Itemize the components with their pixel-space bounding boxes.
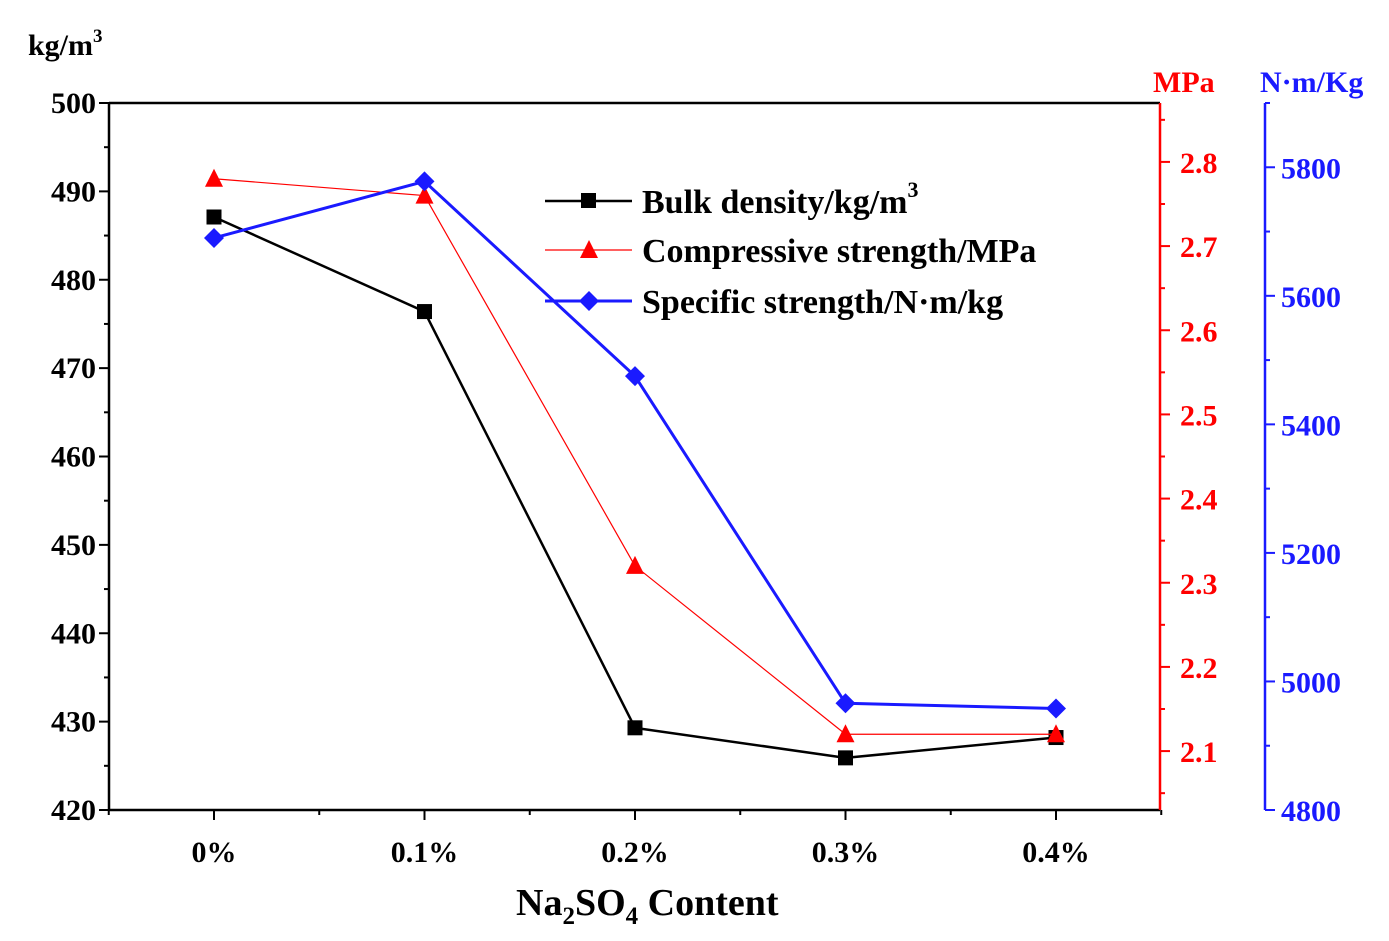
data-point-diamond — [1046, 698, 1066, 719]
specific-tick-label: 4800 — [1281, 795, 1341, 828]
data-point-square — [838, 750, 853, 766]
data-point-diamond — [204, 227, 224, 248]
specific-axis-unit: N·m/Kg — [1260, 66, 1363, 99]
specific-axis-ticks: 4800 5000 5200 5400 5600 5800 — [1265, 102, 1341, 828]
mpa-tick-label: 2.3 — [1180, 568, 1218, 601]
mpa-tick-label: 2.7 — [1180, 231, 1218, 264]
specific-tick-label: 5800 — [1281, 152, 1341, 185]
data-point-diamond — [835, 693, 856, 714]
x-tick-label: 0.3% — [812, 836, 880, 869]
left-tick-label: 440 — [51, 617, 96, 650]
data-point-triangle — [836, 724, 855, 743]
specific-tick-label: 5000 — [1281, 666, 1341, 699]
series-layer — [204, 168, 1066, 766]
specific-tick-label: 5400 — [1281, 409, 1341, 442]
mpa-tick-label: 2.4 — [1180, 484, 1218, 517]
data-point-square — [206, 209, 222, 225]
left-tick-label: 490 — [51, 175, 96, 208]
specific-tick-label: 5600 — [1281, 281, 1341, 314]
left-tick-label: 420 — [51, 794, 96, 827]
left-tick-label: 460 — [51, 441, 96, 474]
x-tick-label: 0.4% — [1022, 836, 1090, 869]
mpa-tick-label: 2.8 — [1180, 147, 1218, 180]
data-point-triangle — [626, 555, 644, 574]
mpa-tick-label: 2.1 — [1180, 736, 1218, 769]
left-tick-label: 430 — [51, 706, 96, 739]
legend-item-bulk-density: Bulk density/kg/m3 — [545, 177, 918, 221]
data-point-triangle — [1047, 724, 1065, 743]
legend-marker-square — [581, 193, 596, 208]
legend: Bulk density/kg/m3 Compressive strength/… — [545, 177, 1036, 321]
mpa-axis-ticks: 2.1 2.2 2.3 2.4 2.5 2.6 2.7 2.8 — [1160, 118, 1218, 795]
x-axis-title: Na2SO4 Content — [516, 882, 779, 930]
left-tick-label: 470 — [51, 352, 96, 385]
data-point-triangle — [415, 185, 434, 204]
x-tick-label: 0.2% — [601, 836, 669, 869]
left-tick-label: 480 — [51, 264, 96, 297]
legend-item-compressive-strength: Compressive strength/MPa — [545, 233, 1036, 270]
data-point-triangle — [205, 168, 223, 187]
data-point-diamond — [414, 171, 435, 192]
x-tick-label: 0.1% — [391, 836, 459, 869]
x-axis-ticks: 0% 0.1% 0.2% 0.3% 0.4% — [107, 810, 1163, 869]
data-point-square — [627, 720, 643, 736]
data-point-diamond — [625, 366, 645, 387]
specific-tick-label: 5200 — [1281, 538, 1341, 571]
legend-label-specific-strength: Specific strength/N·m/kg — [642, 284, 1003, 321]
left-tick-label: 450 — [51, 529, 96, 562]
legend-marker-triangle — [580, 240, 598, 258]
left-axis-unit: kg/m3 — [28, 26, 103, 62]
x-tick-label: 0% — [192, 836, 237, 869]
left-tick-label: 500 — [51, 87, 96, 120]
mpa-tick-label: 2.5 — [1180, 399, 1218, 432]
legend-label-compressive-strength: Compressive strength/MPa — [642, 233, 1036, 270]
mpa-axis-unit: MPa — [1153, 66, 1215, 99]
left-axis-ticks: 420 430 440 450 460 470 480 490 500 — [51, 87, 109, 827]
mpa-tick-label: 2.2 — [1180, 652, 1218, 685]
legend-marker-diamond — [579, 291, 599, 311]
legend-label-bulk-density: Bulk density/kg/m3 — [642, 177, 918, 221]
data-point-square — [417, 304, 432, 320]
legend-item-specific-strength: Specific strength/N·m/kg — [545, 284, 1003, 321]
mpa-tick-label: 2.6 — [1180, 315, 1218, 348]
